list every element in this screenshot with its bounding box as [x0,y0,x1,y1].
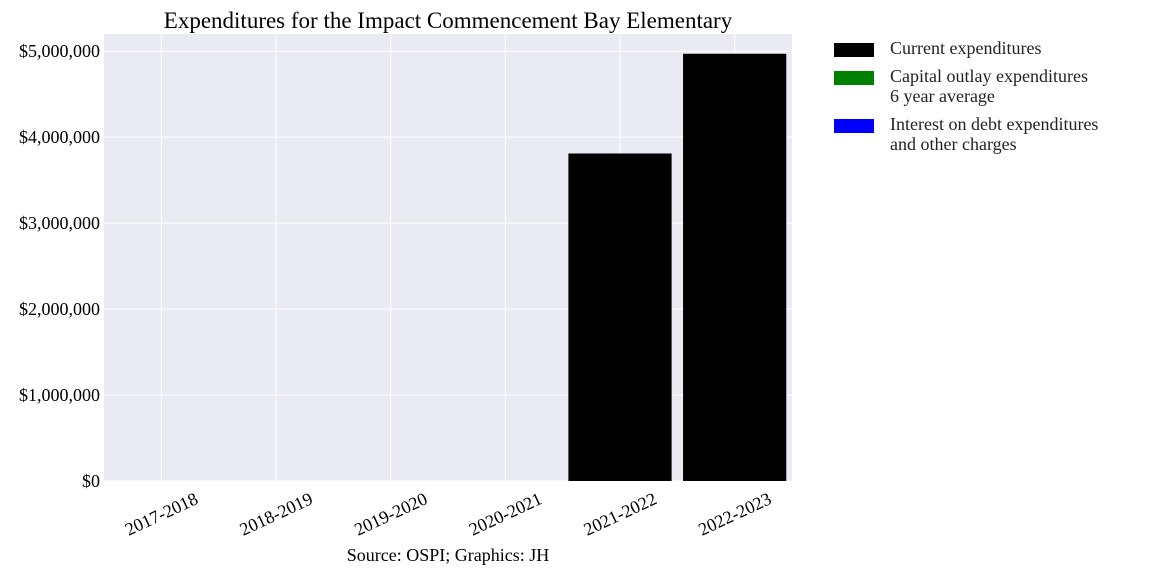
x-tick-label: 2022-2023 [695,488,774,539]
y-tick-label: $3,000,000 [19,213,100,233]
legend-label: Capital outlay expenditures 6 year avera… [890,66,1088,106]
x-tick-label: 2021-2022 [581,488,660,539]
legend-item: Interest on debt expenditures and other … [834,114,1144,154]
y-axis-ticks: $0 $1,000,000 $2,000,000 $3,000,000 $4,000,0… [19,41,100,491]
y-tick-label: $2,000,000 [19,299,100,319]
x-tick-label: 2018-2019 [237,488,316,539]
legend-item: Current expenditures [834,38,1144,58]
x-axis-ticks: 2017-2018 2018-2019 2019-2020 2020-2021 2021… [122,488,774,539]
y-tick-label: $4,000,000 [19,127,100,147]
chart-title: Expenditures for the Impact Commencement… [164,8,733,33]
x-tick-label: 2020-2021 [466,488,545,539]
legend-swatch [834,119,874,133]
y-tick-label: $0 [82,471,100,491]
bars [568,53,787,482]
legend-label: Interest on debt expenditures and other … [890,114,1099,154]
legend-swatch [834,43,874,57]
y-tick-label: $1,000,000 [19,385,100,405]
y-tick-label: $5,000,000 [19,41,100,61]
x-tick-label: 2017-2018 [122,488,201,539]
legend-item: Capital outlay expenditures 6 year avera… [834,66,1144,106]
bar-2022-2023 [683,53,787,482]
plot-area [104,34,792,481]
x-axis-label: Source: OSPI; Graphics: JH [347,545,549,565]
x-tick-label: 2019-2020 [351,488,430,539]
legend: Current expenditures Capital outlay expen… [834,38,1144,162]
legend-label: Current expenditures [890,38,1042,58]
bar-2021-2022 [568,153,672,481]
legend-swatch [834,71,874,85]
